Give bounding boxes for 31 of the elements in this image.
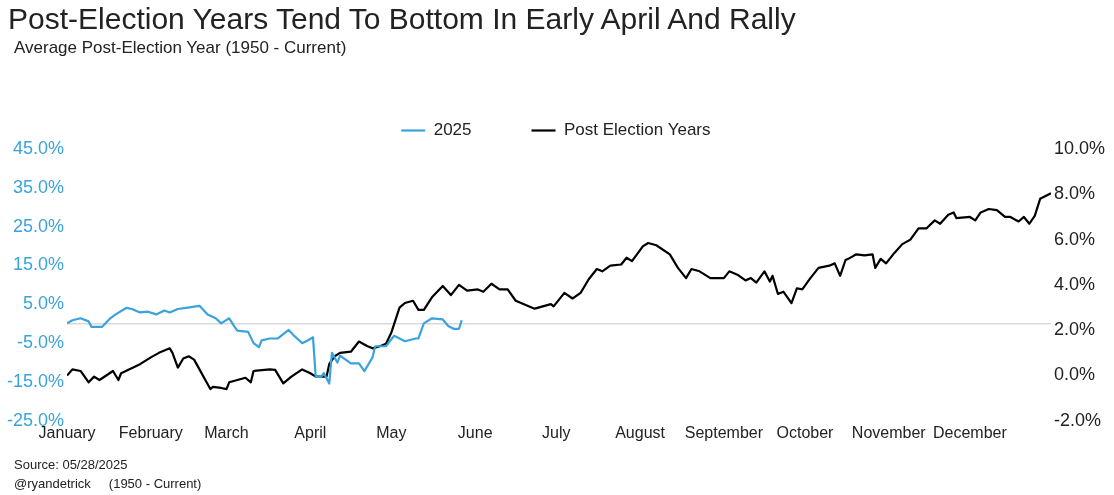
x-tick-label: October xyxy=(776,423,835,441)
y2-tick-label: 8.0% xyxy=(1053,183,1095,204)
y-tick-label: 15.0% xyxy=(12,254,65,275)
y-tick-label: 45.0% xyxy=(12,137,65,158)
x-tick-label: September xyxy=(684,423,764,441)
y-tick-label: -5.0% xyxy=(17,332,65,353)
x-tick-label: March xyxy=(204,423,249,441)
y2-tick-label: 2.0% xyxy=(1053,319,1095,340)
y2-tick-label: 0.0% xyxy=(1053,364,1095,385)
y-tick-label: -15.0% xyxy=(6,370,65,391)
text: @ryandetrick (1950 - Current) xyxy=(14,475,202,493)
y-tick-label: 5.0% xyxy=(23,293,65,314)
legend-label: Post Election Years xyxy=(564,120,711,140)
source-note: Source: 05/28/2025 xyxy=(14,456,129,474)
x-tick-label: May xyxy=(376,423,407,441)
x-tick-label: June xyxy=(457,423,493,441)
x-tick-label: February xyxy=(118,423,183,441)
y2-tick-label: 6.0% xyxy=(1053,228,1095,249)
x-tick-label: July xyxy=(542,423,571,441)
x-tick-label: November xyxy=(851,423,927,441)
y2-tick-label: 10.0% xyxy=(1053,137,1106,158)
chart-title: Post-Election Years Tend To Bottom In Early April And Rally xyxy=(8,2,796,36)
y2-tick-label: 4.0% xyxy=(1053,273,1095,294)
y2-tick-label: -2.0% xyxy=(1053,409,1101,430)
legend-label: 2025 xyxy=(433,120,472,140)
y-tick-label: 25.0% xyxy=(12,215,65,236)
x-tick-label: April xyxy=(294,423,327,441)
x-tick-label: December xyxy=(932,423,1008,441)
chart-subtitle: Average Post-Election Year (1950 - Current) xyxy=(14,38,347,58)
y-tick-label: 35.0% xyxy=(12,176,65,197)
x-tick-label: August xyxy=(615,423,666,441)
